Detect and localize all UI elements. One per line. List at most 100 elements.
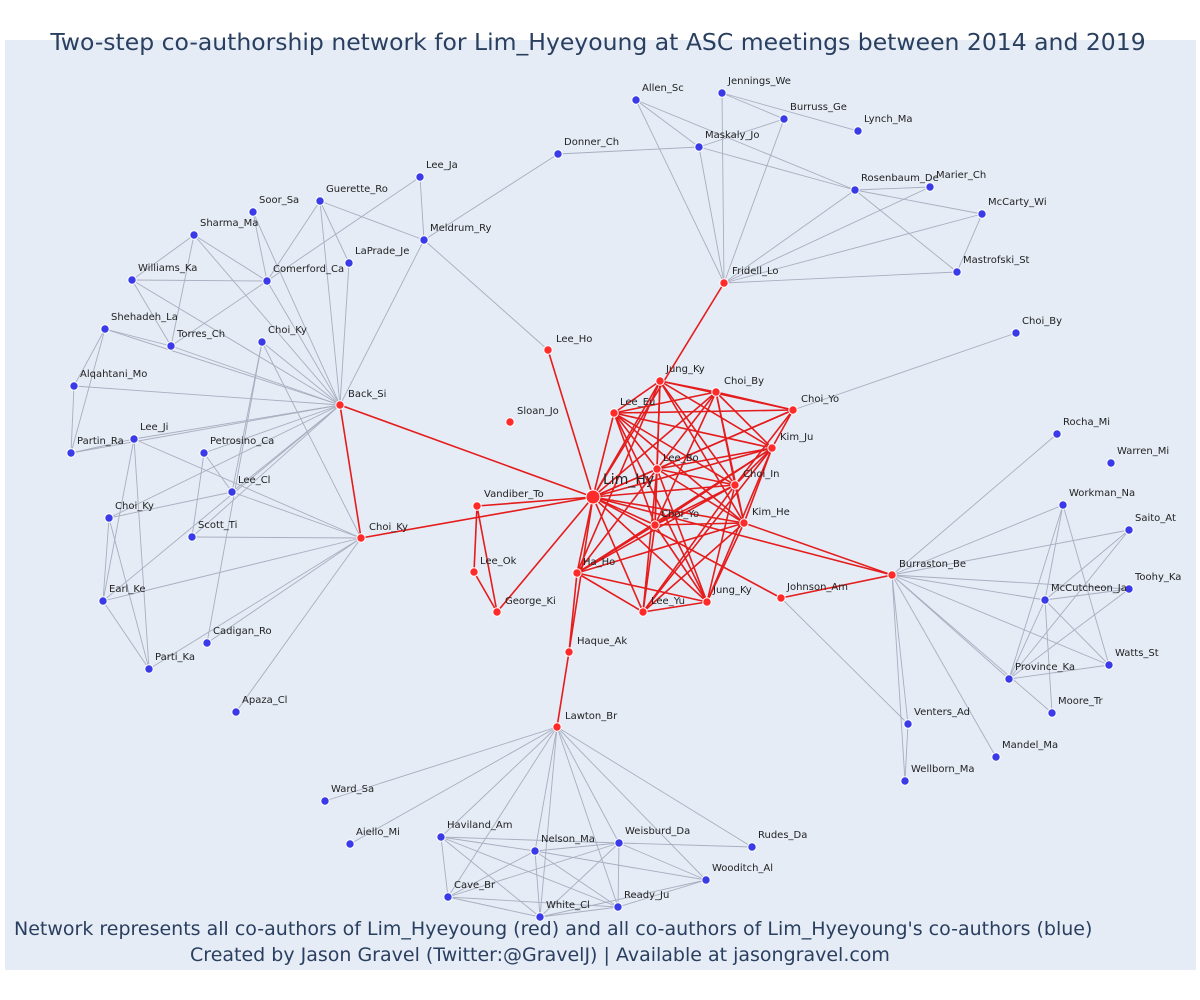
- node-Warren_Mi[interactable]: [1106, 458, 1116, 468]
- node-Lee_Ho[interactable]: [543, 345, 553, 355]
- node-Soor_Sa[interactable]: [248, 207, 258, 217]
- node-label-George_Ki: George_Ki: [505, 596, 556, 607]
- node-Nelson_Ma[interactable]: [530, 846, 540, 856]
- edge-Weisburd_Da-Cave_Br: [447, 842, 620, 898]
- node-Petrosino_Ca[interactable]: [199, 448, 209, 458]
- node-Maskaly_Jo[interactable]: [694, 142, 704, 152]
- node-Choi_Yo[interactable]: [788, 405, 798, 415]
- node-Choi_By2[interactable]: [1011, 328, 1021, 338]
- node-Lee_Ja[interactable]: [415, 172, 425, 182]
- node-Choi_Ky_b1[interactable]: [257, 337, 267, 347]
- node-Workman_Na[interactable]: [1058, 500, 1068, 510]
- node-Haque_Ak[interactable]: [564, 647, 574, 657]
- node-George_Ki[interactable]: [492, 607, 502, 617]
- node-Scott_Ti[interactable]: [187, 532, 197, 542]
- node-Alqahtani_Mo[interactable]: [69, 381, 79, 391]
- caption-credit: Created by Jason Gravel (Twitter:@Gravel…: [190, 944, 890, 966]
- node-label-Lawton_Br: Lawton_Br: [565, 711, 618, 722]
- edge-Toohy_Ka-Province_Ka: [1008, 588, 1130, 680]
- node-Rosenbaum_De[interactable]: [850, 185, 860, 195]
- node-Apaza_Cl[interactable]: [231, 707, 241, 717]
- node-Kim_Ju[interactable]: [767, 443, 777, 453]
- edge-Sharma_Ma-Torres_Ch: [170, 234, 195, 347]
- node-Rudes_Da[interactable]: [747, 842, 757, 852]
- node-Burruss_Ge[interactable]: [779, 114, 789, 124]
- node-Cave_Br[interactable]: [443, 892, 453, 902]
- node-Province_Ka[interactable]: [1004, 674, 1014, 684]
- node-Jung_Ky2[interactable]: [702, 597, 712, 607]
- node-Donner_Ch[interactable]: [553, 149, 563, 159]
- edge-Province_Ka-Watts_St: [1008, 664, 1110, 680]
- node-Lee_Ji[interactable]: [129, 434, 139, 444]
- node-Kim_He[interactable]: [739, 518, 749, 528]
- node-Mandel_Ma[interactable]: [991, 752, 1001, 762]
- node-Haviland_Am[interactable]: [436, 832, 446, 842]
- node-Wellborn_Ma[interactable]: [900, 776, 910, 786]
- node-Choi_Ky_r[interactable]: [356, 533, 366, 543]
- node-Ready_Ju[interactable]: [613, 902, 623, 912]
- node-Mastrofski_St[interactable]: [952, 267, 962, 277]
- node-Watts_St[interactable]: [1104, 660, 1114, 670]
- node-label-Workman_Na: Workman_Na: [1069, 488, 1135, 499]
- node-McCarty_Wi[interactable]: [977, 209, 987, 219]
- node-Fridell_Lo[interactable]: [719, 278, 729, 288]
- node-Weisburd_Da[interactable]: [614, 838, 624, 848]
- node-Allen_Sc[interactable]: [631, 95, 641, 105]
- node-label-Wooditch_Al: Wooditch_Al: [712, 863, 773, 874]
- node-White_Cl[interactable]: [535, 912, 545, 922]
- node-Lee_Yu[interactable]: [638, 607, 648, 617]
- node-Choi_Ky_b2[interactable]: [104, 513, 114, 523]
- node-Meldrum_Ry[interactable]: [419, 235, 429, 245]
- node-Lee_Cl[interactable]: [227, 487, 237, 497]
- node-label-Sharma_Ma: Sharma_Ma: [200, 218, 258, 229]
- node-Jung_Ky1[interactable]: [655, 376, 665, 386]
- edge-Vandiber_To-George_Ki: [476, 505, 498, 613]
- node-Partin_Ra[interactable]: [66, 448, 76, 458]
- node-Ward_Sa[interactable]: [320, 796, 330, 806]
- node-Sharma_Ma[interactable]: [189, 230, 199, 240]
- node-label-Sloan_Jo: Sloan_Jo: [517, 406, 559, 417]
- edge-Ha_Ho-Jung_Ky2: [576, 572, 708, 603]
- node-Moore_Tr[interactable]: [1047, 708, 1057, 718]
- node-label-McCarty_Wi: McCarty_Wi: [988, 197, 1047, 208]
- node-Torres_Ch[interactable]: [166, 341, 176, 351]
- node-Williams_Ka[interactable]: [127, 275, 137, 285]
- node-LaPrade_Je[interactable]: [344, 258, 354, 268]
- edge-Lim_Hy-Jung_Ky2: [592, 496, 708, 603]
- node-Lee_Ok[interactable]: [469, 567, 479, 577]
- node-Choi_In[interactable]: [730, 480, 740, 490]
- node-Lee_Eu[interactable]: [609, 408, 619, 418]
- node-Comerford_Ca[interactable]: [262, 276, 272, 286]
- node-Toohy_Ka[interactable]: [1124, 584, 1134, 594]
- node-Marier_Ch[interactable]: [925, 182, 935, 192]
- node-Choi_Yo2[interactable]: [650, 520, 660, 530]
- node-Parti_Ka[interactable]: [144, 664, 154, 674]
- edge-Lawton_Br-Weisburd_Da: [556, 726, 620, 844]
- node-Venters_Ad[interactable]: [903, 719, 913, 729]
- node-Vandiber_To[interactable]: [472, 501, 482, 511]
- node-Lee_Bo[interactable]: [652, 464, 662, 474]
- node-Shehadeh_La[interactable]: [100, 324, 110, 334]
- node-Burraston_Be[interactable]: [887, 570, 897, 580]
- node-Back_Si[interactable]: [335, 400, 345, 410]
- node-McCutcheon_Ja[interactable]: [1040, 595, 1050, 605]
- node-Aiello_Mi[interactable]: [345, 839, 355, 849]
- node-Cadigan_Ro[interactable]: [202, 638, 212, 648]
- node-Earl_Ke[interactable]: [98, 596, 108, 606]
- node-Lawton_Br[interactable]: [552, 722, 562, 732]
- edge-Saito_At-Province_Ka: [1008, 529, 1130, 680]
- edge-Lee_Bo-Ha_Ho: [576, 468, 658, 574]
- node-Sloan_Jo[interactable]: [505, 417, 515, 427]
- node-Saito_At[interactable]: [1124, 525, 1134, 535]
- node-Rocha_Mi[interactable]: [1052, 429, 1062, 439]
- node-Choi_By1[interactable]: [711, 387, 721, 397]
- node-Wooditch_Al[interactable]: [701, 875, 711, 885]
- node-Lim_Hy[interactable]: [585, 489, 601, 505]
- edge-Earl_Ke-Choi_Ky_r: [102, 537, 362, 602]
- node-label-Donner_Ch: Donner_Ch: [564, 137, 619, 148]
- node-Guerette_Ro[interactable]: [315, 196, 325, 206]
- node-Lynch_Ma[interactable]: [853, 126, 863, 136]
- node-Johnson_Am[interactable]: [776, 593, 786, 603]
- node-Ha_Ho[interactable]: [572, 568, 582, 578]
- node-Jennings_We[interactable]: [717, 88, 727, 98]
